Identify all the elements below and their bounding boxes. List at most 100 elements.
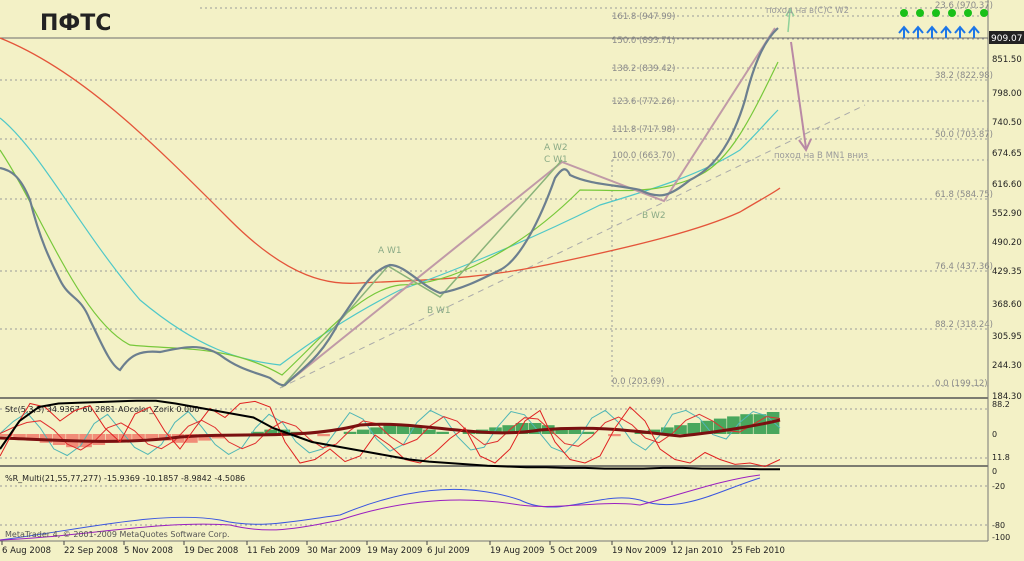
time-axis[interactable]: 6 Aug 2008 22 Sep 2008 5 Nov 2008 19 Dec 20…	[1, 541, 785, 556]
price-axis-label: 490.20	[992, 238, 1022, 248]
histogram-bar	[502, 425, 515, 434]
wave-line-green[interactable]	[281, 159, 563, 388]
fibo-label-right: 88.2 (318.24)	[935, 320, 993, 330]
price-axis-label: 616.60	[992, 180, 1022, 190]
price-axis-label: 798.00	[992, 89, 1022, 99]
wpr-long-line[interactable]	[0, 399, 780, 471]
dashed-trendline[interactable]	[279, 104, 866, 389]
price-axis-label: 851.50	[992, 55, 1022, 65]
histogram-bar	[145, 434, 158, 439]
histogram-bar	[92, 434, 106, 445]
fibo-label-right: 23.6 (970.37)	[935, 1, 993, 11]
histogram-bar	[13, 434, 26, 439]
chart-title: ПФТС	[40, 11, 111, 36]
ind2-axis-20: -20	[992, 482, 1005, 491]
ma-red-line[interactable]	[0, 37, 781, 284]
time-axis-label: 25 Feb 2010	[732, 546, 785, 556]
fibo-label-right: 38.2 (822.98)	[935, 71, 993, 81]
histogram-bar	[343, 431, 357, 434]
ind1-axis-low: 11.8	[992, 453, 1010, 462]
wave-labels: A W1 B W1 A W2 C W1 B W2	[378, 143, 666, 316]
fibo-label-left: 150.0 (893.71)	[612, 36, 675, 46]
ao-trend-line[interactable]	[0, 418, 781, 443]
histogram-bar	[581, 431, 595, 434]
fibo-label-right: 50.0 (703.87)	[935, 130, 993, 140]
arrow-up-target[interactable]	[787, 9, 791, 33]
arrow-up-icon	[940, 25, 952, 38]
time-axis-label: 5 Oct 2009	[550, 546, 597, 556]
histogram-bar	[687, 423, 701, 434]
price-axis-label: 184.30	[992, 392, 1022, 402]
fibo-label-right: 76.4 (437.36)	[935, 262, 993, 272]
histogram-bar	[515, 423, 529, 434]
fibo-label-left: 138.2 (839.42)	[612, 64, 675, 74]
current-price-label: 909.07	[991, 34, 1023, 44]
arrow-up-icon	[954, 25, 966, 38]
price-axis-label: 740.50	[992, 118, 1022, 128]
price-line[interactable]	[0, 27, 779, 387]
ind2-axis-100: -100	[992, 533, 1010, 542]
time-axis-label: 11 Feb 2009	[247, 546, 300, 556]
price-axis[interactable]: 851.50 798.00 740.50 674.65 616.60 552.90 490.…	[992, 55, 1022, 402]
histogram-bar	[568, 429, 582, 434]
time-axis-label: 19 May 2009	[367, 546, 422, 556]
time-axis-label: 30 Mar 2009	[307, 546, 361, 556]
histogram-bar	[119, 434, 132, 441]
histogram-bar	[356, 429, 370, 434]
ind2-caption: %R_Multi(21,55,77,277) -15.9369 -10.1857…	[5, 474, 245, 483]
price-axis-label: 674.65	[992, 149, 1022, 159]
wave-line-pink[interactable]	[281, 27, 776, 388]
histogram-bar	[317, 434, 330, 437]
signal-dot	[932, 9, 940, 17]
ind1-axis-zero: 0	[992, 430, 997, 439]
wpr-slow-line[interactable]	[0, 474, 761, 541]
fibo-label-right: 0.0 (199.12)	[935, 379, 988, 389]
price-axis-label: 244.30	[992, 361, 1022, 371]
wave-label-a-w2: A W2	[544, 143, 568, 153]
price-axis-label: 305.95	[992, 332, 1022, 342]
histogram-bar	[383, 425, 396, 434]
wave-label-b-w1: B W1	[427, 306, 451, 316]
histogram-bar	[409, 427, 423, 434]
ma-cyan-line[interactable]	[0, 109, 779, 366]
arrow-down-target[interactable]	[790, 41, 807, 149]
histogram-bar	[555, 427, 568, 434]
histogram-bar	[608, 434, 621, 437]
fibo-label-left: 123.6 (772.26)	[612, 97, 675, 107]
histogram-bar	[251, 431, 264, 434]
williams-r-panel[interactable]: %R_Multi(21,55,77,277) -15.9369 -10.1857…	[0, 399, 1010, 542]
ind2-axis-80: -80	[992, 521, 1005, 530]
wave-label-c-w1: C W1	[544, 155, 568, 165]
histogram-bar	[528, 423, 542, 434]
histogram-bar	[396, 425, 410, 434]
signal-dot	[948, 9, 956, 17]
price-axis-label: 368.60	[992, 300, 1022, 310]
signal-dot	[916, 9, 924, 17]
fibo-levels[interactable]	[0, 7, 988, 387]
time-axis-label: 6 Jul 2009	[427, 546, 470, 556]
arrow-up-head	[785, 7, 795, 17]
fibo-label-left: 161.8 (947.99)	[612, 12, 675, 22]
signal-dot	[900, 9, 908, 17]
histogram-bar	[185, 434, 198, 443]
stochastic-panel[interactable]: Stc(5,3,3) 34.9367 60.2881 AOcolor_Zorik…	[0, 400, 1010, 462]
time-axis-label: 5 Nov 2008	[124, 546, 173, 556]
copyright-text: MetaTrader 4, © 2001-2009 MetaQuotes Sof…	[5, 530, 230, 539]
wpr-mid-line[interactable]	[0, 477, 761, 541]
histogram-bar	[370, 427, 383, 434]
annotation-up: поход на в(С)С W2	[766, 6, 849, 16]
ind2-axis-0: 0	[992, 467, 997, 476]
time-axis-label: 12 Jan 2010	[672, 546, 723, 556]
fibo-labels-left: 161.8 (947.99) 150.0 (893.71) 138.2 (839.4…	[612, 12, 675, 387]
stoch-d-line[interactable]	[0, 413, 781, 451]
fibo-labels-right: 23.6 (970.37) 38.2 (822.98) 50.0 (703.87) 6…	[935, 1, 993, 389]
wave-label-a-w1: A W1	[378, 246, 402, 256]
arrow-down-head	[798, 138, 812, 153]
time-axis-label: 19 Dec 2008	[184, 546, 238, 556]
signal-dot	[964, 9, 972, 17]
time-axis-label: 19 Nov 2009	[612, 546, 666, 556]
fibo-label-left: 100.0 (663.70)	[612, 151, 675, 161]
wpr-fast-line[interactable]	[0, 400, 781, 468]
